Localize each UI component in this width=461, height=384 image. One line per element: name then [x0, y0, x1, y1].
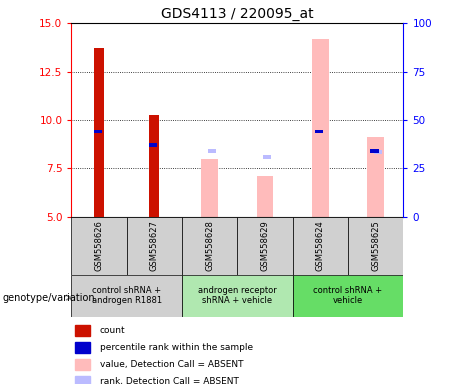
Text: genotype/variation: genotype/variation: [2, 293, 95, 303]
Bar: [374, 150, 382, 154]
Bar: [94, 130, 102, 133]
Bar: [149, 144, 158, 147]
Bar: [371, 149, 379, 153]
Bar: [293, 275, 403, 317]
Bar: [75, 376, 90, 384]
Bar: [348, 217, 403, 275]
Bar: [127, 217, 182, 275]
Text: GSM558627: GSM558627: [150, 220, 159, 271]
Bar: [367, 137, 384, 217]
Bar: [75, 325, 90, 336]
Text: GSM558626: GSM558626: [95, 220, 104, 271]
Text: percentile rank within the sample: percentile rank within the sample: [100, 343, 253, 352]
Bar: [201, 159, 218, 217]
Bar: [182, 275, 293, 317]
Text: GSM558628: GSM558628: [205, 220, 214, 271]
Bar: [315, 130, 324, 133]
Text: rank, Detection Call = ABSENT: rank, Detection Call = ABSENT: [100, 377, 239, 384]
Bar: [75, 359, 90, 370]
Bar: [312, 38, 329, 217]
Bar: [75, 342, 90, 353]
Text: control shRNA +
androgen R1881: control shRNA + androgen R1881: [92, 286, 162, 305]
Title: GDS4113 / 220095_at: GDS4113 / 220095_at: [161, 7, 314, 21]
Text: control shRNA +
vehicle: control shRNA + vehicle: [313, 286, 383, 305]
Bar: [208, 149, 216, 153]
Bar: [71, 275, 182, 317]
Text: value, Detection Call = ABSENT: value, Detection Call = ABSENT: [100, 360, 243, 369]
Bar: [182, 217, 237, 275]
Bar: [237, 217, 293, 275]
Bar: [71, 217, 127, 275]
Bar: [257, 176, 273, 217]
Text: GSM558624: GSM558624: [316, 220, 325, 271]
Text: androgen receptor
shRNA + vehicle: androgen receptor shRNA + vehicle: [198, 286, 277, 305]
Text: count: count: [100, 326, 125, 335]
Bar: [149, 115, 160, 217]
Bar: [94, 48, 104, 217]
Text: GSM558629: GSM558629: [260, 220, 270, 271]
Text: GSM558625: GSM558625: [371, 220, 380, 271]
Bar: [263, 155, 272, 159]
Bar: [293, 217, 348, 275]
